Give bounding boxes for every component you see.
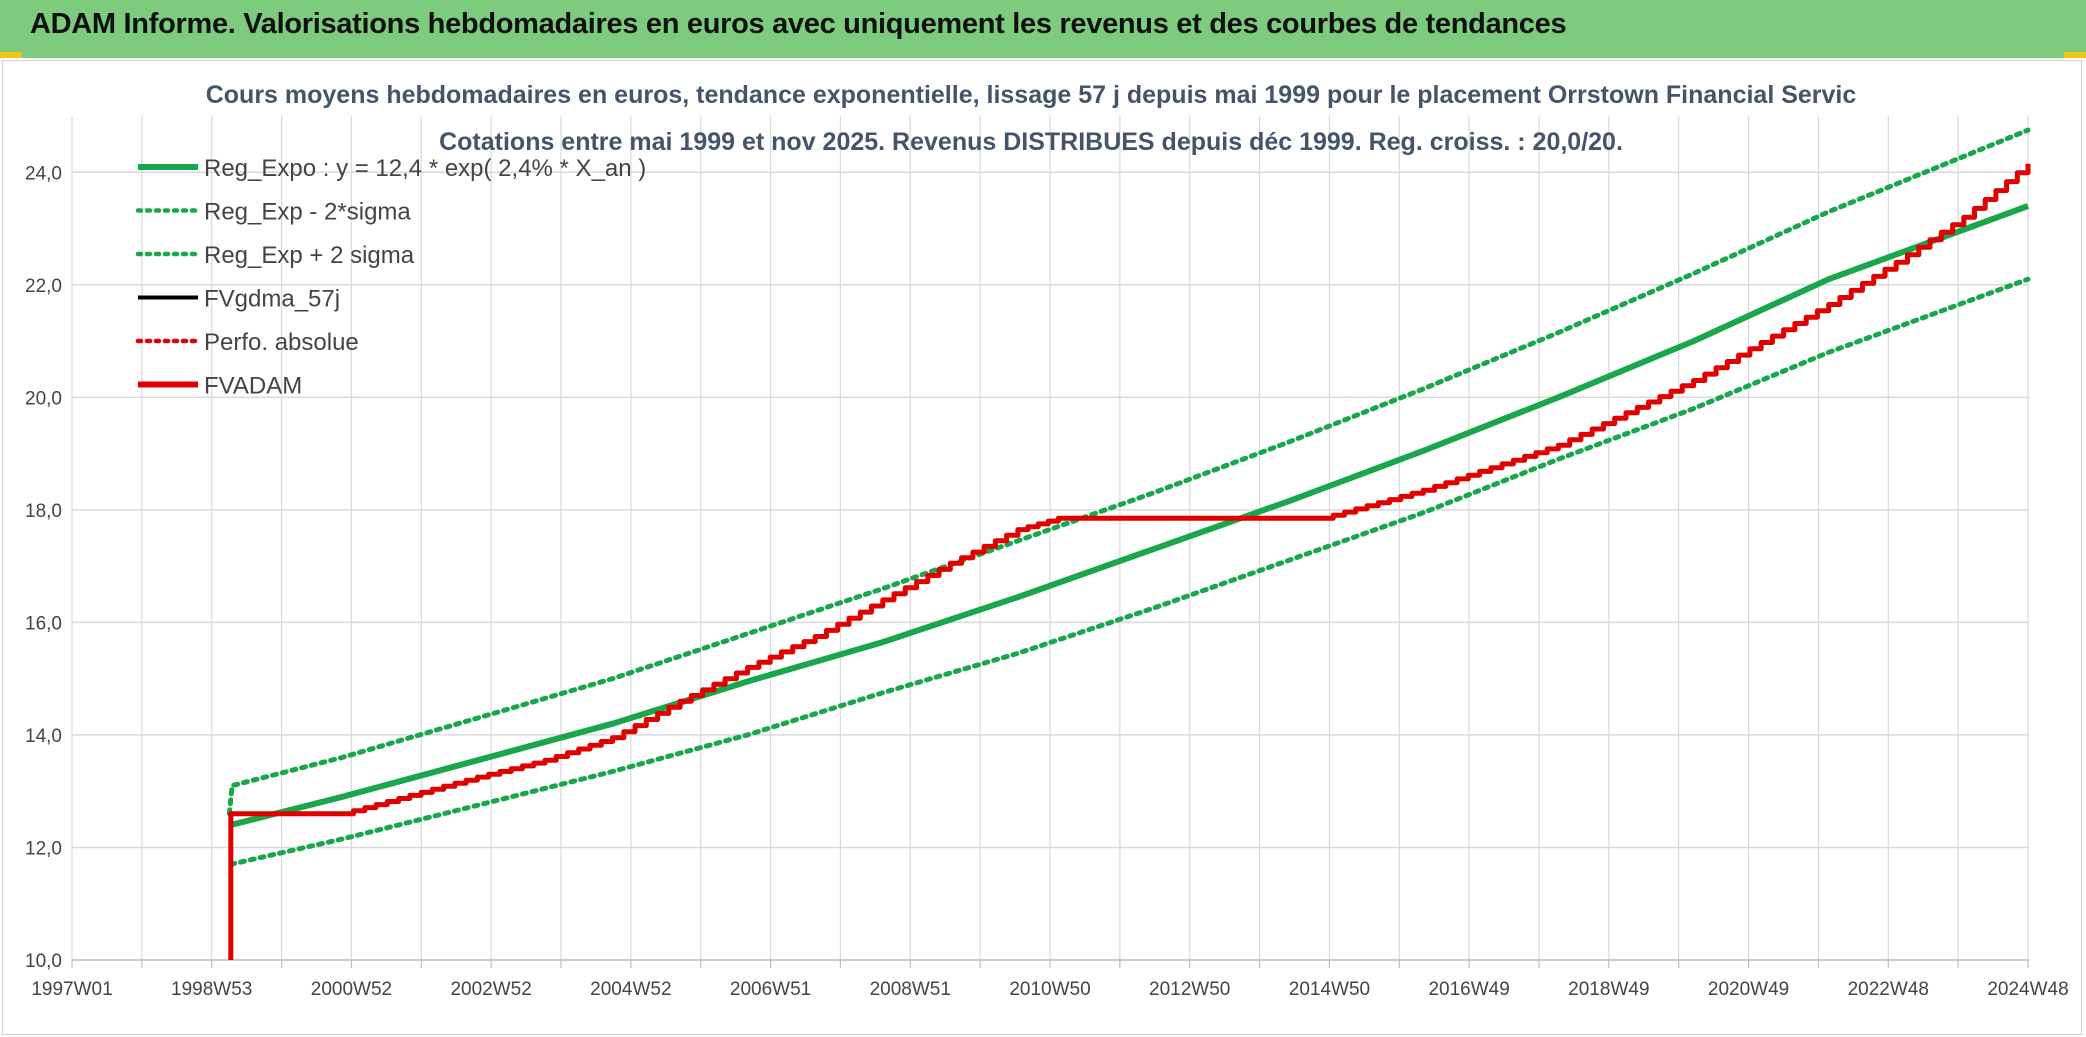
y-tick-label: 14,0: [25, 726, 62, 747]
chart-subtitle: Cotations entre mai 1999 et nov 2025. Re…: [439, 128, 1623, 156]
y-tick-label: 12,0: [25, 838, 62, 859]
x-tick-label: 2010W50: [1009, 979, 1090, 1000]
series-line-2: [226, 127, 2031, 817]
legend-label-2: Reg_Exp + 2 sigma: [204, 242, 415, 269]
axis-labels: 10,0 12,0 14,0 16,0 18,0 20,0 22,0 24,0 1997W01 1…: [25, 163, 2069, 1000]
series-line-0: [230, 203, 2030, 828]
banner-accent-right: [2064, 52, 2086, 58]
y-tick-label: 18,0: [25, 501, 62, 522]
y-tick-label: 10,0: [25, 951, 62, 972]
x-tick-label: 1998W53: [171, 979, 252, 1000]
series: [226, 127, 2031, 960]
y-tick-label: 24,0: [25, 163, 62, 184]
x-tick-label: 2012W50: [1149, 979, 1230, 1000]
y-tick-label: 20,0: [25, 388, 62, 409]
legend-label-1: Reg_Exp - 2*sigma: [204, 199, 411, 226]
y-tick-label: 22,0: [25, 276, 62, 297]
legend-label-5: FVADAM: [204, 373, 302, 400]
x-tick-label: 2016W49: [1428, 979, 1509, 1000]
x-tick-label: 2006W51: [730, 979, 811, 1000]
x-tick-label: 2022W48: [1848, 979, 1929, 1000]
x-tick-label: 2014W50: [1289, 979, 1370, 1000]
chart-frame: Cours moyens hebdomadaires en euros, ten…: [2, 60, 2082, 1035]
report-banner: ADAM Informe. Valorisations hebdomadaire…: [0, 0, 2086, 58]
x-tick-label: 2020W49: [1708, 979, 1789, 1000]
legend: Reg_Expo : y = 12,4 * exp( 2,4% * X_an )…: [135, 155, 646, 400]
banner-accent-left: [0, 52, 22, 58]
x-tick-label: 2008W51: [870, 979, 951, 1000]
report-title: ADAM Informe. Valorisations hebdomadaire…: [30, 8, 1567, 40]
y-tick-label: 16,0: [25, 613, 62, 634]
series-line-5: [228, 163, 2031, 960]
series-line-1: [228, 276, 2031, 867]
legend-label-0: Reg_Expo : y = 12,4 * exp( 2,4% * X_an ): [204, 155, 646, 182]
x-tick-label: 1997W01: [31, 979, 112, 1000]
x-tick-label: 2000W52: [311, 979, 392, 1000]
legend-label-3: FVgdma_57j: [204, 286, 340, 313]
x-tick-label: 2018W49: [1568, 979, 1649, 1000]
x-tick-label: 2024W48: [1987, 979, 2068, 1000]
chart-title: Cours moyens hebdomadaires en euros, ten…: [206, 81, 1857, 109]
x-tick-label: 2004W52: [590, 979, 671, 1000]
legend-label-4: Perfo. absolue: [204, 329, 359, 356]
x-tick-label: 2002W52: [450, 979, 531, 1000]
line-chart: Cours moyens hebdomadaires en euros, ten…: [25, 81, 2069, 1000]
